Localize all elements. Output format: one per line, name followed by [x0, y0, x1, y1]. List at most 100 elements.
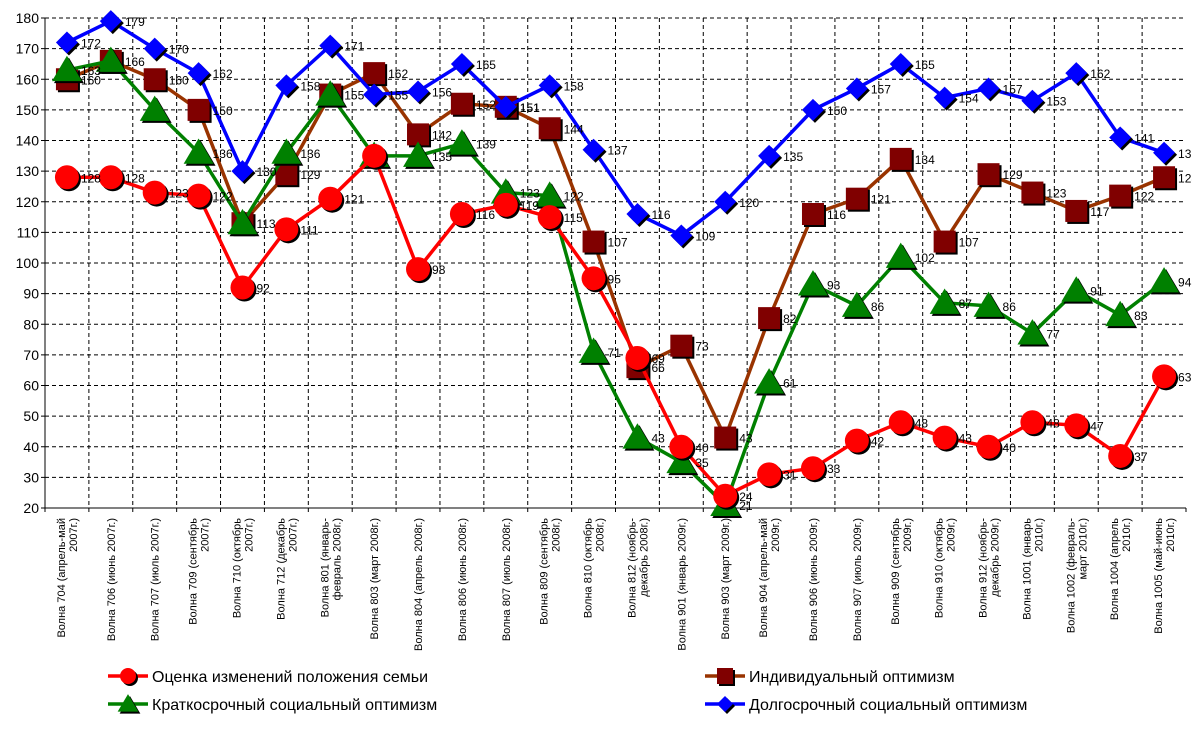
data-label: 116	[827, 208, 846, 222]
y-tick-label: 160	[16, 71, 40, 87]
data-label: 71	[608, 346, 622, 360]
data-point	[54, 165, 79, 190]
legend-marker	[120, 668, 136, 684]
x-tick-label-line: Волна 912 (ноябрь-	[978, 518, 990, 618]
data-label: 95	[608, 272, 622, 286]
data-label: 139	[476, 138, 496, 152]
data-point	[933, 230, 956, 253]
data-label: 156	[432, 86, 452, 100]
data-label: 116	[476, 208, 495, 222]
data-label: 31	[783, 468, 797, 482]
data-point	[183, 138, 214, 164]
y-tick-label: 150	[16, 102, 40, 118]
data-label: 150	[827, 104, 847, 118]
data-label: 129	[1003, 168, 1023, 182]
data-label: 43	[739, 432, 753, 446]
y-tick-label: 100	[16, 255, 40, 271]
data-point	[1153, 166, 1176, 189]
data-label: 69	[651, 352, 665, 366]
legend-label: Оценка изменений положения семьи	[152, 669, 428, 686]
data-point	[55, 31, 78, 54]
data-point	[318, 186, 343, 211]
data-label: 107	[608, 236, 628, 250]
x-tick-label: Волна 909 (сентябрь2009г.)	[890, 518, 914, 625]
x-tick-label-line: 2007г.)	[68, 518, 80, 552]
data-label: 40	[1003, 441, 1017, 455]
data-point	[754, 368, 785, 394]
data-label: 35	[695, 456, 709, 470]
data-label: 135	[783, 150, 803, 164]
data-point	[1020, 410, 1045, 435]
data-point	[885, 242, 916, 268]
data-point	[801, 98, 824, 121]
data-point	[801, 203, 824, 225]
x-tick-label-line: Волна 709 (сентябрь	[188, 518, 200, 625]
data-label: 162	[388, 67, 408, 81]
data-label: 40	[695, 441, 709, 455]
legend-marker	[117, 694, 139, 712]
data-label: 160	[81, 73, 101, 87]
data-label: 129	[300, 168, 320, 182]
y-tick-label: 80	[23, 316, 39, 332]
data-point	[582, 230, 605, 253]
x-tick-label: Волна 809 (сентябрь2008г.)	[539, 518, 563, 625]
y-tick-label: 180	[16, 10, 40, 26]
data-label: 66	[651, 361, 665, 375]
data-point	[670, 334, 693, 357]
data-point	[449, 202, 474, 226]
data-label: 115	[564, 211, 583, 225]
x-tick-label: Волна 710 (октябрь2007г.)	[231, 518, 255, 618]
data-point	[493, 192, 518, 217]
data-point	[98, 165, 123, 190]
data-label: 130	[256, 165, 276, 179]
x-tick-label: Волна 1001 (январь2010г.)	[1021, 518, 1045, 620]
data-label: 123	[169, 187, 189, 201]
series-circle	[54, 143, 1179, 510]
data-point	[230, 275, 255, 300]
x-tick-label-line: Волна 904 (апрель-май	[758, 518, 770, 638]
data-point	[1065, 199, 1088, 222]
x-tick-label-line: декабрь 2008г.)	[638, 518, 650, 597]
data-point	[933, 86, 956, 109]
data-label: 142	[432, 128, 452, 142]
data-point	[494, 95, 517, 118]
data-point	[99, 10, 122, 33]
y-tick-label: 110	[17, 224, 40, 240]
data-label: 136	[213, 147, 233, 161]
data-label: 86	[1003, 300, 1017, 314]
x-tick-label-line: 2007г.)	[200, 518, 212, 552]
data-label: 86	[871, 300, 885, 314]
data-point	[1065, 62, 1088, 85]
data-label: 102	[915, 251, 935, 265]
x-tick-label-line: Волна 901 (январь 2009г.)	[676, 518, 688, 651]
y-tick-label: 120	[16, 194, 40, 210]
data-point	[363, 83, 386, 106]
x-tick-label: Волна 912 (ноябрь-декабрь 2009г.)	[978, 518, 1002, 618]
x-tick-label-line: Волна 706 (июнь 2007г.)	[106, 518, 118, 641]
data-point	[929, 288, 960, 314]
x-tick-label-line: Волна 712 (декабрь	[275, 518, 287, 620]
x-tick-label-line: Волна 1004 (апрель	[1109, 518, 1121, 620]
data-point	[1105, 300, 1136, 327]
data-point	[274, 217, 299, 242]
data-label: 98	[432, 263, 446, 277]
data-label: 170	[169, 43, 189, 57]
legend: Оценка изменений положения семьи Индивиду…	[108, 668, 1027, 714]
y-tick-label: 140	[16, 133, 40, 149]
data-label: 154	[959, 92, 979, 106]
data-point	[1109, 184, 1132, 207]
legend-item: Оценка изменений положения семьи	[108, 668, 428, 686]
data-point	[538, 74, 561, 97]
data-point	[186, 183, 211, 208]
legend-item: Индивидуальный оптимизм	[705, 668, 955, 686]
x-tick-label: Волна 907 (июль 2009г.)	[852, 518, 864, 641]
x-tick-label-line: 2009г.)	[902, 518, 914, 552]
data-label: 151	[520, 101, 540, 115]
data-label: 83	[1134, 309, 1148, 323]
x-tick-label-line: Волна 810 (октябрь	[583, 518, 595, 618]
x-tick-label: Волна 807 (июль 2008г.)	[501, 518, 513, 641]
legend-item: Долгосрочный социальный оптимизм	[705, 696, 1027, 714]
data-label: 24	[739, 490, 753, 504]
